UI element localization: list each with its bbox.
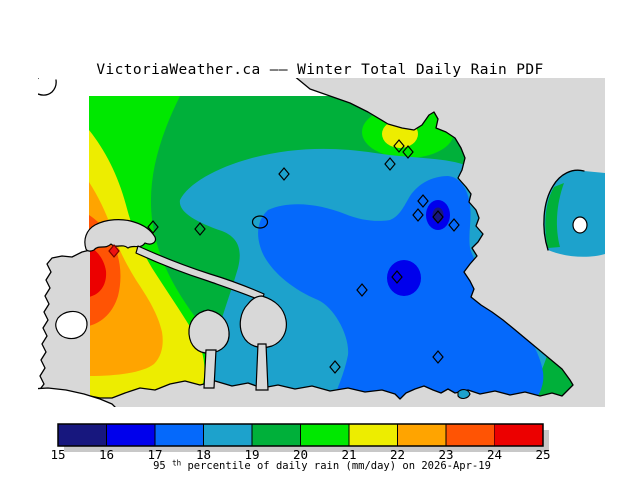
station-marker [402,145,414,159]
colorbar-frame [57,423,544,447]
station-marker [147,220,159,234]
station-marker [448,218,460,232]
contour-band-24-25 [89,247,107,297]
ocean-harbour-east-mouth [255,343,269,391]
ocean-harbour-west-mouth [203,349,217,389]
coastline-left [38,249,91,407]
colorbar-segment [494,424,543,446]
colorbar-caption: 95 th percentile of daily rain (mm/day) … [153,457,491,473]
colorbar-tick-label: 20 [293,447,308,462]
island-east-green-fringe [545,183,564,248]
station-markers [108,139,460,374]
coastline-fragment-nw [38,79,57,96]
colorbar-tick-label: 17 [147,447,162,462]
station-marker [432,210,444,224]
colorbar-tick-label: 21 [341,447,356,462]
station-marker [278,167,290,181]
caption-rest: percentile of daily rain (mm/day) on 202… [187,460,490,472]
station-marker [432,350,444,364]
colorbar-tick-labels: 15 16 17 18 19 20 21 22 23 24 25 [50,447,550,462]
colorbar-segment [445,423,495,447]
colorbar-segment [203,423,253,447]
map-area [38,78,605,407]
colorbar-tick-label: 15 [50,447,65,462]
colorbar-segment [300,423,350,447]
island-lagoon [572,216,588,234]
colorbar-tick-label: 23 [438,447,453,462]
station-marker [393,139,405,153]
station-marker [356,283,368,297]
station-marker [412,208,424,222]
station-marker [329,360,341,374]
contour-blob-16-17-south [387,260,421,296]
colorbar-segment [251,423,301,447]
islet-south [457,389,471,399]
lagoon [55,310,88,340]
colorbar-segment [106,423,156,447]
station-marker [417,194,429,208]
colorbar: 15 16 17 18 19 20 21 22 23 24 25 95 th percentile … [50,423,551,473]
colorbar-tick-label: 25 [535,447,550,462]
caption-superscript: th [172,459,181,468]
coastline-fragment-nw-tick [38,78,40,80]
land-wedge-sw [38,387,116,407]
colorbar-tick-label: 19 [244,447,259,462]
ocean-harbour-east [239,295,287,349]
station-marker-highlight [108,244,120,258]
plot-title: VictoriaWeather.ca —— Winter Total Daily… [96,62,543,78]
colorbar-segment [348,423,398,447]
coastline-island-east [543,169,585,251]
colorbar-segments [57,423,543,447]
colorbar-tick-label: 16 [99,447,114,462]
station-marker [384,157,396,171]
station-marker [194,222,206,236]
colorbar-segment [397,423,447,447]
caption-prefix: 95 [153,460,166,472]
ocean-inlet [84,219,157,252]
contour-core-15-16 [432,207,444,223]
colorbar-tick-label: 24 [487,447,502,462]
ocean-east-south [38,78,605,407]
colorbar-tick-label: 22 [390,447,405,462]
lake-outline [251,215,269,229]
colorbar-segment [57,423,107,447]
colorbar-segment [154,423,204,447]
station-marker [391,270,403,284]
colorbar-tick-label: 18 [196,447,211,462]
